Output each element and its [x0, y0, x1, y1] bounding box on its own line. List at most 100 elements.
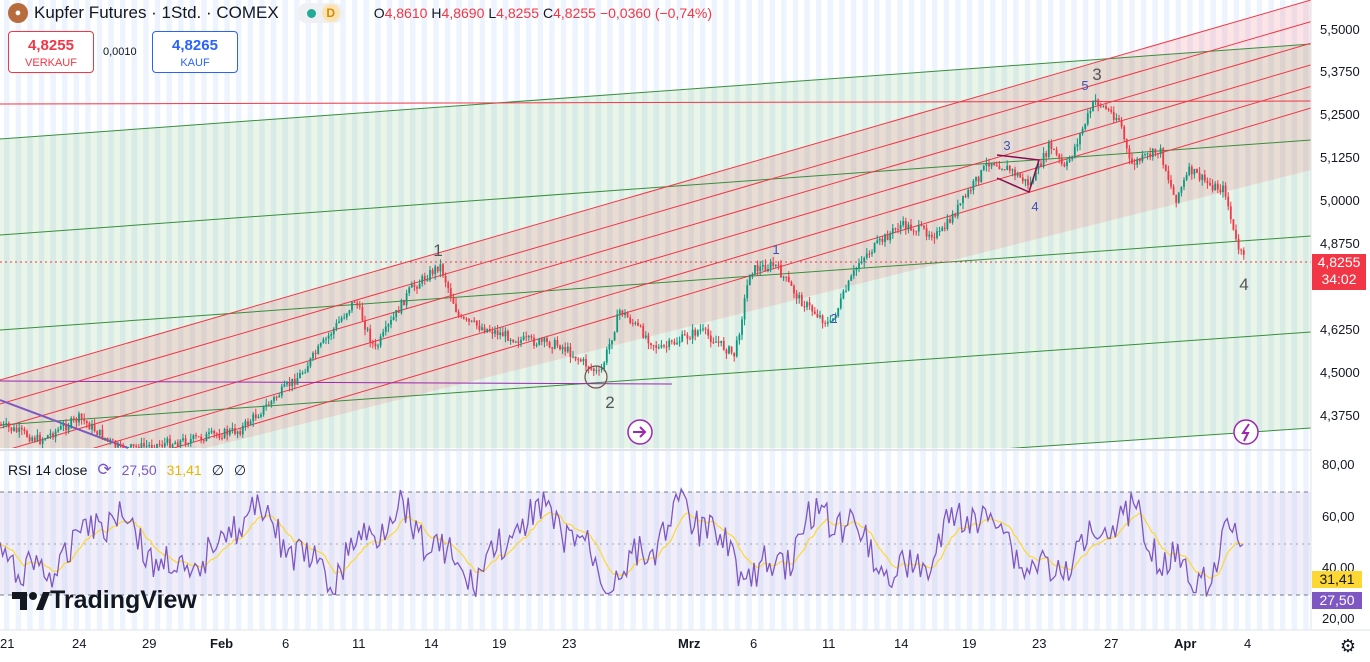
candle-body [962, 195, 964, 204]
candle-body [777, 264, 780, 266]
purple-trend-line[interactable] [0, 399, 129, 449]
candle-body [442, 264, 444, 276]
candle-body [949, 219, 951, 223]
candle-body [525, 336, 528, 338]
session-stripe [711, 0, 718, 630]
candle-body [1162, 148, 1165, 165]
candle-body [1050, 142, 1053, 149]
candle-body [902, 220, 905, 225]
candle-body [754, 265, 756, 274]
pitchfork-line[interactable] [0, 427, 1311, 517]
candle-body [23, 429, 26, 432]
candle-body [941, 227, 944, 231]
candle-body [564, 347, 567, 352]
wave-label-major[interactable]: 2 [605, 393, 614, 412]
candle-body [195, 435, 197, 437]
candle-body [254, 414, 257, 419]
rsi-legend[interactable]: RSI 14 close ⟳ 27,50 31,41 ∅ ∅ [8, 460, 256, 480]
sell-button[interactable]: 4,8255 VERKAUF [8, 31, 94, 73]
candle-body [481, 327, 483, 330]
candle-body [782, 276, 785, 278]
candle-body [1063, 163, 1066, 167]
candle-body [1144, 154, 1146, 156]
time-tick-label: Feb [210, 636, 234, 651]
candle-body [1008, 165, 1011, 171]
candle-body [104, 437, 106, 440]
candle-body [904, 220, 907, 230]
candle-body [390, 319, 392, 325]
time-tick-label: 29 [142, 636, 157, 651]
wave-label-minor[interactable]: 5 [1081, 78, 1088, 93]
candle-body [158, 444, 161, 446]
channel-line[interactable] [0, 0, 1311, 381]
candle-body [322, 339, 325, 344]
candle-body [774, 264, 777, 266]
candle-body [1076, 144, 1079, 147]
pitchfork-line[interactable] [0, 331, 1311, 426]
candle-body [31, 437, 34, 441]
pitchfork-line[interactable] [0, 235, 1311, 331]
lightning-icon[interactable] [1233, 419, 1259, 445]
candle-body [813, 311, 816, 314]
wave-label-major[interactable]: 3 [1092, 65, 1101, 84]
session-stripe [1280, 0, 1286, 630]
session-stripe [549, 0, 555, 630]
candle-body [163, 443, 166, 447]
candle-body [413, 284, 416, 287]
purple-support-line[interactable] [0, 380, 673, 385]
candle-body [1138, 159, 1141, 162]
candle-body [629, 317, 632, 323]
candle-body [865, 253, 868, 258]
candle-body [561, 347, 564, 350]
wave-label-major[interactable]: 4 [1239, 275, 1248, 294]
candle-body [717, 341, 720, 343]
market-status-pill[interactable]: D [296, 3, 344, 23]
candle-body [184, 438, 187, 445]
symbol-title[interactable]: Kupfer Futures · 1Std. · COMEX [34, 3, 279, 22]
session-stripe [642, 0, 648, 630]
market-open-dot-icon [306, 8, 316, 18]
session-stripe [1129, 0, 1135, 630]
channel-line[interactable] [0, 21, 1311, 405]
session-stripe [920, 0, 926, 630]
price-tick-label: 5,2500 [1320, 107, 1360, 122]
candle-body [296, 378, 299, 385]
candle-body [1014, 169, 1016, 176]
rsi-settings-icon[interactable]: ⟳ [97, 460, 112, 479]
wave-label-minor[interactable]: 4 [1031, 199, 1038, 214]
rsi-title[interactable]: RSI 14 close [8, 462, 88, 478]
wave-label-minor[interactable]: 1 [772, 242, 779, 257]
session-stripe [1071, 0, 1077, 630]
candle-body [837, 308, 840, 317]
candle-body [556, 340, 559, 346]
candle-body [221, 437, 223, 439]
candle-body [702, 328, 704, 330]
candle-body [145, 445, 148, 447]
buy-button[interactable]: 4,8265 KAUF [152, 31, 238, 73]
sell-label: VERKAUF [25, 57, 77, 69]
wave-label-minor[interactable]: 3 [1003, 138, 1010, 153]
tradingview-logo[interactable]: TradingView [12, 586, 197, 615]
candle-body [78, 413, 80, 423]
candle-body [39, 434, 41, 444]
session-stripe [1001, 0, 1008, 630]
wave-label-major[interactable]: 1 [433, 241, 442, 260]
candle-body [1011, 169, 1014, 171]
channel-line[interactable] [0, 64, 1311, 452]
candle-body [1211, 185, 1214, 191]
session-stripe [305, 0, 312, 630]
settings-gear-icon[interactable]: ⚙ [1339, 636, 1356, 656]
candle-body [1042, 153, 1045, 167]
channel-line[interactable] [0, 85, 1311, 476]
candle-body [728, 346, 730, 354]
candlestick-series [0, 94, 1245, 448]
candle-body [52, 433, 54, 438]
session-stripe [769, 0, 776, 630]
pitchfork-line[interactable] [0, 139, 1311, 236]
candle-body [598, 370, 600, 372]
pitchfork-line[interactable] [0, 43, 1311, 140]
forward-arrow-icon[interactable] [627, 419, 653, 445]
candle-body [1180, 187, 1183, 193]
wave-label-minor[interactable]: 2 [830, 311, 837, 326]
